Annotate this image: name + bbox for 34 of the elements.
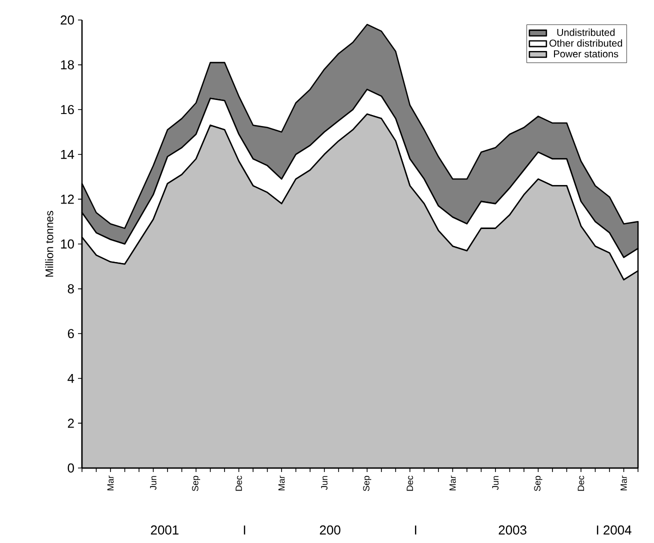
legend-label: Other distributed <box>550 39 622 47</box>
x-tick-label: Mar <box>620 476 627 490</box>
legend-label: Power stations <box>554 50 618 58</box>
legend-label: Undistributed <box>557 28 615 36</box>
x-tick-label: Jun <box>321 476 328 490</box>
y-tick-label: 2 <box>68 418 74 428</box>
y-tick-label: 12 <box>61 194 74 204</box>
y-tick-label: 18 <box>61 60 74 70</box>
x-tick-label: Sep <box>192 476 200 492</box>
x-tick-label: Dec <box>406 476 414 491</box>
text: 2003 <box>498 525 526 535</box>
text: I 2004 <box>596 525 632 535</box>
y-tick-label: 20 <box>60 15 74 25</box>
y-tick-label: 8 <box>68 284 74 294</box>
x-tick-label: Dec <box>578 476 584 491</box>
x-tick-label: Mar <box>278 476 285 490</box>
x-tick-label: Jun <box>492 476 499 490</box>
y-tick-label: 4 <box>68 374 74 383</box>
text: 200 <box>320 525 340 535</box>
y-axis-title: Million tonnes <box>45 210 54 277</box>
x-tick-label: Jun <box>150 476 156 490</box>
text: 2001 <box>150 525 178 535</box>
x-tick-label: Sep <box>534 476 542 492</box>
x-tick-label: Mar <box>107 476 114 490</box>
y-tick-label: 6 <box>68 329 74 338</box>
text: I <box>244 526 246 534</box>
x-tick-label: Sep <box>363 476 372 492</box>
x-tick-label: Dec <box>236 476 242 491</box>
y-tick-label: 14 <box>61 150 74 159</box>
x-tick-label: Mar <box>450 476 456 490</box>
text: I <box>415 526 416 534</box>
y-tick-label: 0 <box>68 463 74 473</box>
y-tick-label: 16 <box>61 105 74 114</box>
y-tick-label: 10 <box>61 239 74 249</box>
